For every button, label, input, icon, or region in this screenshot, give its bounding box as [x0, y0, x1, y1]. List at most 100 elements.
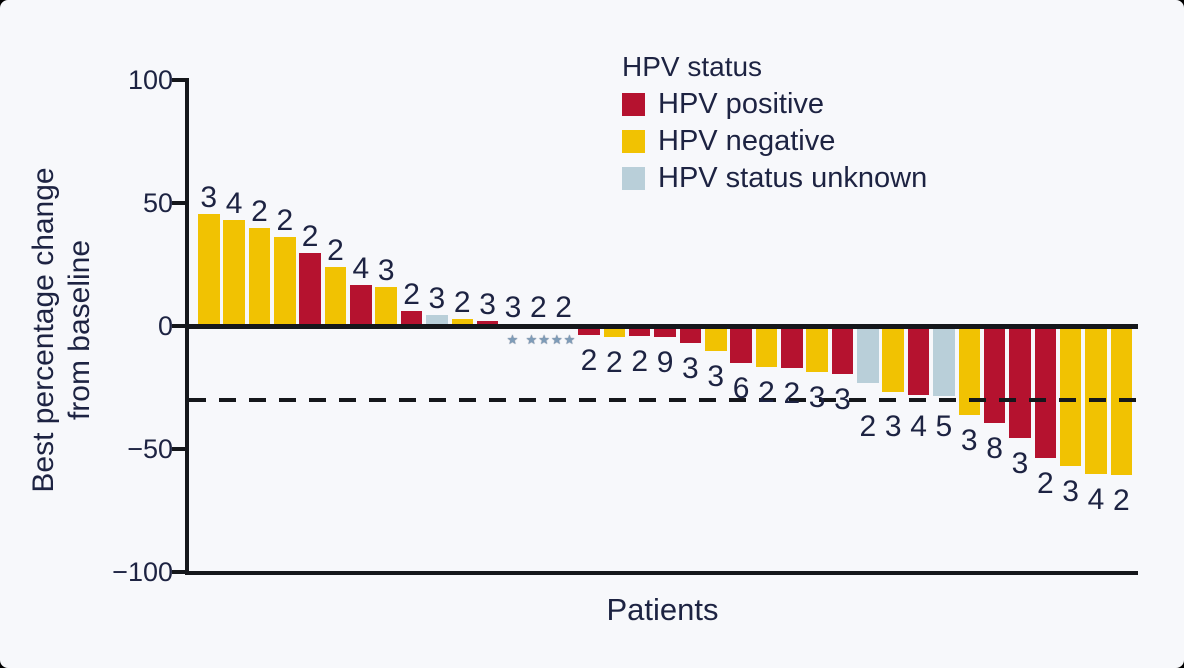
y-tick-mark--100 — [172, 570, 187, 574]
bar-2-hpv-negative — [223, 220, 245, 326]
bar-6-hpv-negative — [324, 266, 347, 326]
bar-count-label: 2 — [529, 291, 547, 324]
x-axis-label: Patients — [606, 592, 719, 627]
legend-item-positive: HPV positive — [622, 87, 927, 120]
bar-5-hpv-positive — [299, 253, 321, 326]
bar-12-hpv-positive — [476, 321, 499, 326]
bar-count-label: 2 — [631, 344, 649, 378]
bar-count-label: 2 — [276, 204, 294, 238]
bar-count-label: 2 — [606, 346, 623, 380]
legend-item-negative: HPV negative — [622, 124, 927, 157]
legend-label-positive: HPV positive — [658, 87, 825, 120]
bar-count-label: 4 — [1087, 482, 1105, 516]
y-tick-label-100: 100 — [127, 65, 173, 95]
bar-count-label: 3 — [960, 423, 978, 457]
bar-count-label: 2 — [859, 410, 877, 443]
y-axis-label: Best percentage change from baseline — [26, 167, 98, 492]
bottom-axis-line — [185, 571, 1138, 575]
bar-34-hpv-positive — [1034, 326, 1057, 458]
bar-19-hpv-positive — [654, 326, 676, 338]
bar-count-label: 3 — [1011, 446, 1029, 480]
y-axis-label-line1: Best percentage change — [27, 167, 60, 493]
y-tick-label--50: −50 — [127, 434, 173, 464]
zero-baseline — [185, 324, 1138, 329]
bar-7-hpv-positive — [350, 285, 372, 326]
bar-11-hpv-negative — [451, 318, 473, 326]
bar-29-hpv-positive — [907, 326, 930, 395]
bar-count-label: 2 — [327, 233, 344, 267]
y-tick-mark--50 — [172, 447, 187, 451]
bar-count-label: 4 — [225, 187, 243, 221]
bar-28-hpv-negative — [882, 326, 904, 393]
bar-21-hpv-negative — [705, 326, 727, 351]
legend-swatch-negative — [622, 129, 645, 153]
bar-count-label: 6 — [732, 371, 750, 405]
bar-count-label: 2 — [1036, 466, 1054, 500]
bar-count-label: 2 — [251, 194, 268, 228]
zero-change-star-marker: ★ — [506, 332, 520, 347]
bar-count-label: 2 — [783, 376, 801, 410]
zero-change-star-marker: ★★ — [525, 332, 551, 347]
bar-count-label: 2 — [555, 291, 572, 324]
y-tick-label-50: 50 — [142, 188, 173, 218]
bar-count-label: 3 — [884, 410, 902, 443]
y-tick-label--100: −100 — [112, 557, 173, 587]
bar-18-hpv-positive — [628, 326, 651, 336]
legend-title: HPV status — [622, 51, 763, 82]
legend-item-unknown: HPV status unknown — [622, 161, 928, 194]
bar-count-label: 3 — [479, 288, 496, 322]
bar-1-hpv-negative — [198, 214, 220, 326]
bar-30-hpv-unknown — [933, 326, 955, 397]
legend-swatch-positive — [622, 92, 645, 116]
bar-count-label: 8 — [986, 432, 1003, 466]
legend: HPV status HPV positive HPV negative HPV s… — [622, 52, 927, 203]
bar-count-label: 2 — [758, 375, 775, 409]
bar-26-hpv-positive — [831, 326, 854, 374]
legend-label-unknown: HPV status unknown — [658, 161, 928, 194]
bar-count-label: 9 — [656, 346, 674, 380]
bar-count-label: 3 — [834, 382, 851, 416]
bar-23-hpv-negative — [755, 326, 778, 367]
bar-count-label: 3 — [707, 359, 725, 393]
bar-count-label: 4 — [352, 252, 370, 286]
bar-count-label: 3 — [1062, 475, 1079, 509]
bar-33-hpv-positive — [1009, 326, 1031, 438]
y-tick-label-0: 0 — [157, 311, 173, 341]
bar-25-hpv-negative — [806, 326, 828, 372]
legend-label-negative: HPV negative — [658, 124, 836, 157]
bar-9-hpv-positive — [400, 311, 423, 326]
bar-35-hpv-negative — [1059, 326, 1082, 467]
y-tick-mark-0 — [172, 324, 187, 328]
bar-10-hpv-unknown — [426, 314, 448, 326]
bar-24-hpv-positive — [781, 326, 803, 368]
bar-22-hpv-positive — [730, 326, 752, 363]
y-tick-mark-50 — [172, 201, 187, 205]
zero-change-star-marker: ★★ — [550, 332, 577, 347]
bar-count-label: 2 — [453, 285, 471, 319]
bar-27-hpv-unknown — [857, 326, 879, 383]
bar-count-label: 5 — [935, 410, 953, 443]
bar-count-label: 3 — [377, 253, 395, 287]
bar-20-hpv-positive — [679, 326, 702, 344]
bar-count-label: 3 — [682, 352, 699, 386]
bar-count-label: 4 — [910, 410, 927, 443]
bar-count-label: 3 — [428, 281, 446, 315]
bar-17-hpv-negative — [603, 326, 626, 338]
bar-count-label: 2 — [301, 220, 319, 254]
bar-31-hpv-negative — [958, 326, 980, 415]
legend-items: HPV positive HPV negative HPV status unkno… — [622, 87, 928, 194]
minus-30-reference-line — [189, 398, 1138, 402]
bar-count-label: 3 — [200, 181, 218, 215]
bar-count-label: 2 — [1113, 483, 1130, 517]
bar-count-label: 3 — [808, 380, 826, 414]
legend-swatch-unknown — [622, 166, 645, 190]
bar-count-label: 2 — [580, 343, 598, 377]
bar-16-hpv-positive — [578, 326, 600, 335]
bar-count-label: 3 — [504, 291, 522, 324]
bar-count-label: 2 — [403, 278, 420, 312]
bar-3-hpv-negative — [248, 227, 271, 326]
y-tick-mark-100 — [172, 78, 187, 82]
bar-4-hpv-negative — [274, 237, 296, 326]
bar-32-hpv-positive — [983, 326, 1006, 424]
